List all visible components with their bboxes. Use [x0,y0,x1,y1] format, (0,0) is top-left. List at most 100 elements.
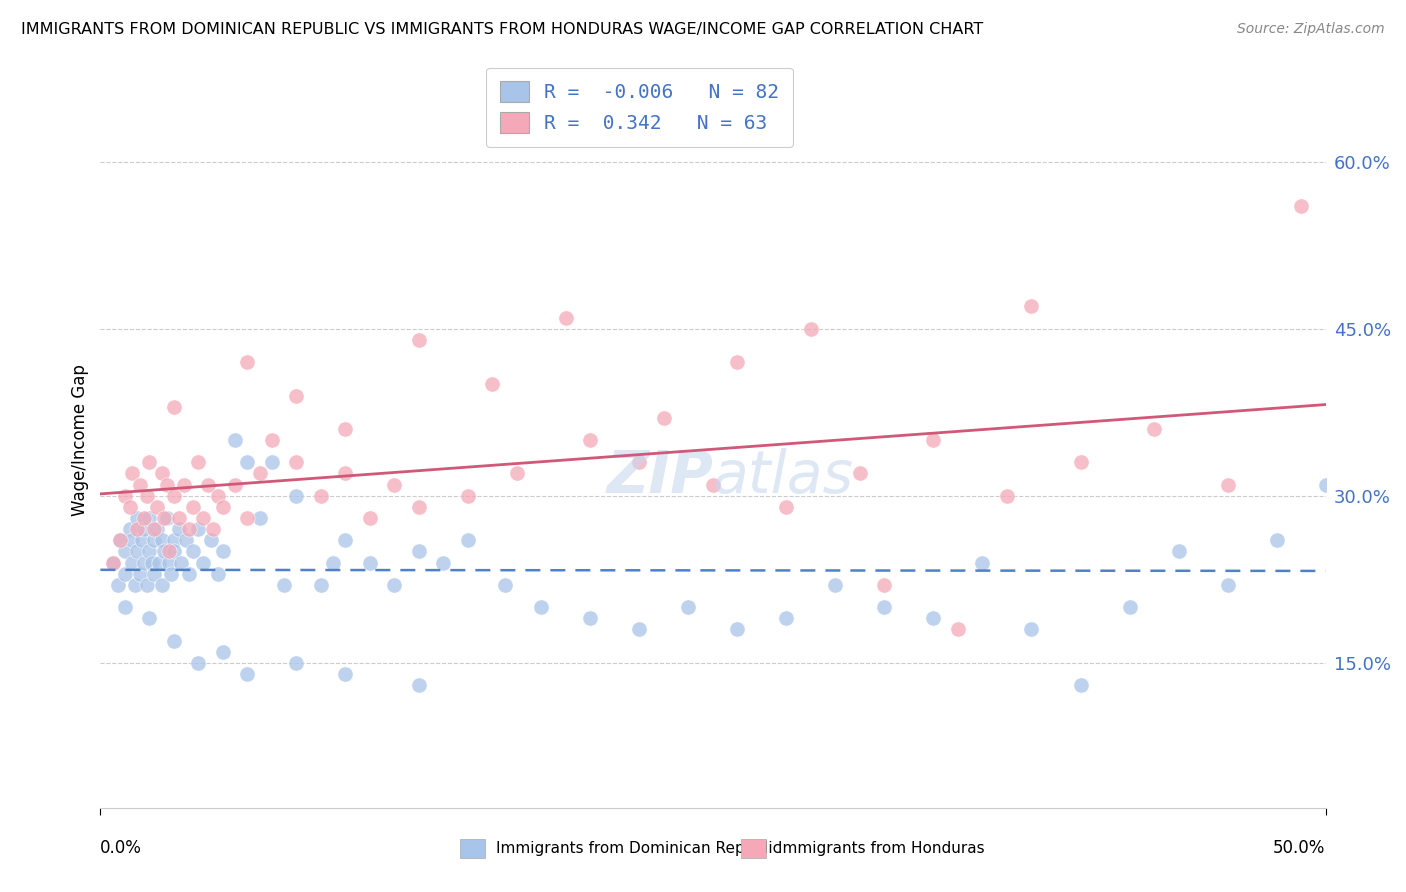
Point [114,489,136,503]
Point [727,355,749,369]
Point [174,533,197,548]
Point [207,566,229,581]
Point [236,355,259,369]
Point [193,556,215,570]
Text: ZIP: ZIP [606,449,713,506]
Point [131,533,153,548]
Point [384,578,406,592]
Point [530,600,553,615]
Point [702,477,724,491]
Point [873,600,896,615]
Point [775,500,797,514]
Point [193,511,215,525]
Point [163,544,186,558]
Point [384,477,406,491]
Point [309,489,332,503]
Point [432,556,454,570]
Point [128,477,150,491]
Point [124,578,146,592]
Point [138,544,160,558]
Point [128,566,150,581]
Point [177,522,200,536]
Point [335,422,357,436]
Point [995,489,1018,503]
Point [1143,422,1166,436]
Point [143,522,166,536]
Point [145,500,167,514]
Point [138,611,160,625]
Point [143,566,166,581]
Point [824,578,846,592]
Point [118,500,141,514]
Point [173,477,195,491]
Point [1265,533,1288,548]
Point [143,533,166,548]
Point [408,544,430,558]
Point [249,511,271,525]
Point [652,410,675,425]
Point [800,321,823,335]
Point [236,511,259,525]
Point [157,556,180,570]
Point [163,400,186,414]
Point [972,556,994,570]
Point [138,511,160,525]
Point [260,433,283,447]
Point [260,455,283,469]
Point [335,667,357,681]
Text: 50.0%: 50.0% [1274,838,1326,857]
Point [285,489,308,503]
Point [1069,455,1091,469]
Text: 0.0%: 0.0% [100,838,142,857]
Point [135,489,157,503]
Point [849,467,872,481]
Point [167,522,190,536]
Point [167,511,190,525]
Point [285,656,308,670]
Point [285,388,308,402]
Point [207,489,229,503]
Point [127,522,149,536]
Point [200,533,222,548]
Point [183,500,205,514]
Point [457,489,479,503]
Point [183,544,205,558]
Point [1118,600,1140,615]
Point [155,477,177,491]
Point [359,511,381,525]
Point [127,511,149,525]
Point [134,511,156,525]
Point [101,556,124,570]
Point [114,566,136,581]
Point [1289,199,1312,213]
Point [1021,300,1043,314]
Point [135,578,157,592]
Point [121,556,143,570]
Point [148,556,170,570]
Point [145,522,167,536]
Point [775,611,797,625]
Point [678,600,700,615]
Point [946,623,969,637]
Point [212,544,235,558]
Point [555,310,578,325]
Point [114,544,136,558]
Point [187,656,209,670]
Point [1167,544,1189,558]
Point [150,467,173,481]
Point [873,578,896,592]
Point [408,500,430,514]
Point [150,533,173,548]
Point [134,522,156,536]
Text: Immigrants from Honduras: Immigrants from Honduras [778,841,984,856]
Point [1315,477,1337,491]
Point [579,433,602,447]
Point [212,500,235,514]
Point [197,477,219,491]
Point [224,477,246,491]
Point [457,533,479,548]
Point [481,377,503,392]
Point [322,556,344,570]
Point [224,433,246,447]
Point [1216,578,1239,592]
